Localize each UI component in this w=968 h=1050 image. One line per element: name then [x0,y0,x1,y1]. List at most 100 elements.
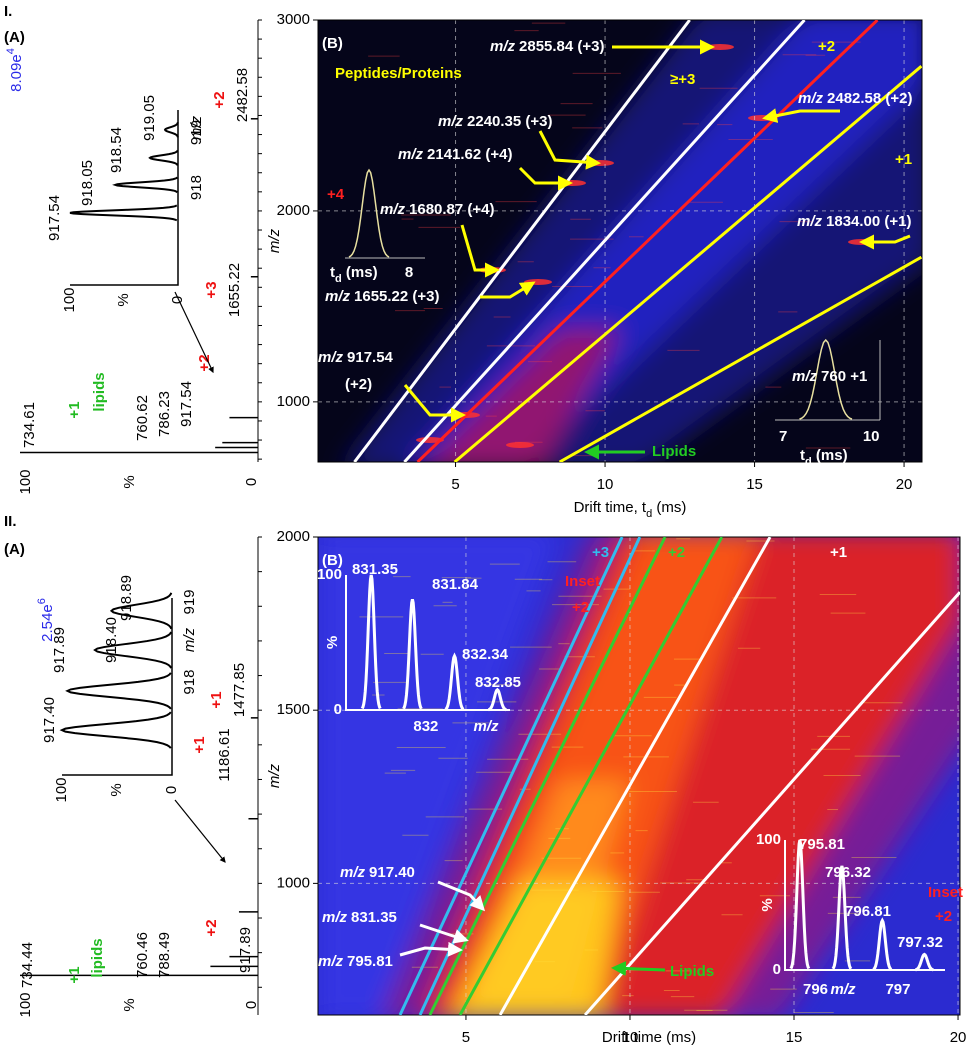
annotation-text: 1834.00 (+1) [826,213,911,230]
intensity-scale: 8.09e4 [5,48,25,92]
peak-label: 2482.58 [234,68,251,122]
annotation: (+2) [345,376,372,393]
inset-axes [345,575,510,711]
annotation: Inset [565,573,600,590]
intensity-scale-exp: 4 [5,48,17,54]
annotation-text: +1 [830,544,847,561]
peak-label: 831.84 [432,576,479,593]
inset-axis-label: % [759,898,776,911]
annotation-text: 2240.35 (+3) [467,113,552,130]
arrow [437,880,486,912]
spectrum-axis-label: % [121,475,138,488]
spectrum-tick-label: 0 [243,1001,260,1009]
arrow [611,960,666,976]
annotation-text: +4 [327,186,345,203]
arrow [762,108,840,124]
annotation-text: 2482.58 (+2) [827,90,912,107]
inset-tick-label: 0 [773,961,781,978]
peak-label: 786.23 [156,391,173,437]
subpanel-label: (B) [322,552,343,569]
trend-line [353,20,691,462]
inset-peak [487,687,507,712]
inset-axis-label-sub: d [335,273,342,285]
annotation-mz: m/z [318,953,344,970]
inset-tick-label: 0 [169,296,186,304]
annotation-text: +2 [818,38,835,55]
peak-label: 917.54 [46,195,63,241]
annotation: m/z 760 +1 [792,368,867,385]
peak-label: 734.44 [19,942,36,988]
y-tick-label: 2000 [277,528,310,545]
trend-line [403,20,806,462]
annotation: ≥+3 [670,71,695,88]
x-tick-label: 20 [896,476,913,493]
x-tick-label: 5 [451,476,459,493]
annotation: m/z 1834.00 (+1) [797,213,912,230]
inset-tick-label: 8 [405,264,413,281]
annotation: Peptides/Proteins [335,65,462,82]
peak-label: 796.32 [825,864,871,881]
intensity-region [318,537,558,1015]
annotation: m/z 2240.35 (+3) [438,113,553,130]
annotation: +2 [668,544,685,561]
inset-peak [109,592,173,630]
heatmap-frame [317,19,923,463]
y-axis-label: m/z [266,763,283,788]
y-tick-label: 1000 [277,393,310,410]
inset-arrow [174,799,226,863]
annotation-text: 917.54 [347,349,394,366]
annotation: m/z 2855.84 (+3) [490,38,605,55]
x-tick-label: 20 [950,1029,967,1046]
annotation-mz: m/z [380,201,406,218]
inset-peak [402,598,423,710]
x-axis-label-sub: d [646,508,652,520]
intensity-region [452,880,620,1015]
annotation: m/z 917.40 [340,864,415,881]
inset-peak [799,338,853,420]
annotation-text: 2141.62 (+4) [427,146,512,163]
inset-tick-label: 7 [779,428,787,445]
annotation: m/z 2141.62 (+4) [398,146,513,163]
inset-peak [831,865,853,970]
inset-tick-label: 796 [803,981,828,998]
inset-axis-label: % [324,636,341,649]
peak-label: 918.89 [118,575,135,621]
inset-axis-label-sub: d [805,456,812,468]
peak-label: 918.05 [79,160,96,206]
x-axis-label-text: Drift time, t [574,499,647,516]
annotation-text: (+2) [345,376,372,393]
intensity-scale-base: 2.54e [39,604,56,642]
inset-peak [65,672,172,710]
peak-label: 832.85 [475,674,521,691]
arrow [399,941,463,957]
inset-axis-label: m/z [473,718,499,735]
spectrum-annotation: +1 [66,401,83,418]
inset-tick-label: 0 [163,786,180,794]
peak-label: 917.40 [41,697,58,743]
inset-tick-label: 832 [413,718,438,735]
inset-peak [915,952,934,972]
x-axis-label-text: Drift time (ms) [602,1029,696,1046]
peak-label: 918.40 [103,617,120,663]
x-tick-label: 10 [597,476,614,493]
inset-axis-label: m/z [188,115,205,140]
annotation-text: 1680.87 (+4) [409,201,494,218]
annotation-text: Lipids [670,963,714,980]
y-tick-label: 2000 [277,202,310,219]
peak-label: 1655.22 [226,263,243,317]
annotation-text: +2 [935,908,952,925]
annotation-text: 831.35 [351,909,397,926]
spectrum-annotation: +2 [196,354,213,371]
inset-axes [62,598,173,776]
intensity-region [407,20,922,462]
x-tick-label: 15 [746,476,763,493]
inset-tick-label: 100 [756,831,781,848]
arrow [859,234,911,250]
inset-peak [348,168,390,258]
inset-axis-label: td (ms) [330,264,378,285]
heatmap-intensity [346,20,922,462]
annotation-text: Inset [565,573,600,590]
arrow [460,224,500,278]
subpanel-label: (A) [4,541,25,558]
